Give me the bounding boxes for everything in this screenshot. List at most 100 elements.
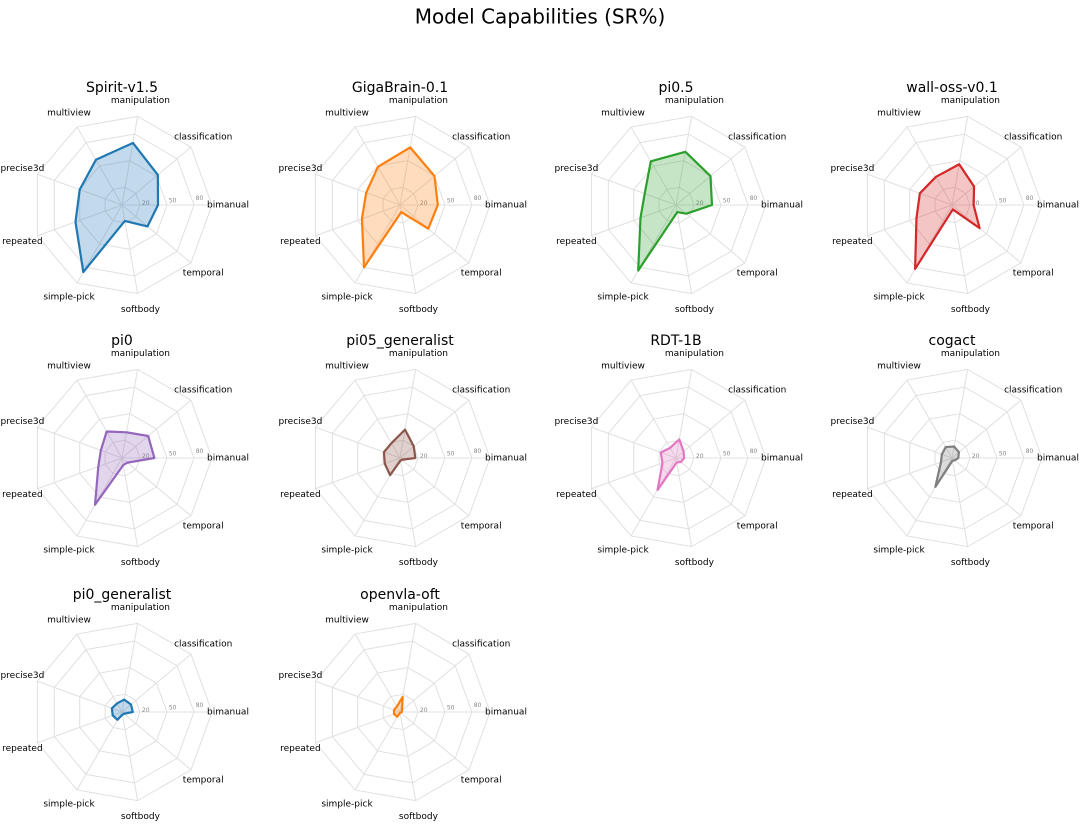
- category-label: precise3d: [0, 671, 44, 681]
- category-label: simple-pick: [873, 545, 925, 555]
- category-label: temporal: [737, 269, 778, 279]
- category-label: repeated: [280, 490, 321, 500]
- spoke: [121, 146, 192, 206]
- category-label: simple-pick: [321, 292, 373, 302]
- outer-frame: [314, 368, 491, 548]
- r-tick-label: 80: [474, 448, 482, 455]
- grid-ring: [934, 439, 971, 477]
- category-label: multiview: [47, 616, 91, 626]
- chart-title: wall-oss-v0.1: [906, 80, 998, 96]
- r-tick-label: 20: [972, 453, 980, 460]
- category-label: bimanual: [485, 454, 527, 464]
- r-tick-label: 80: [196, 702, 204, 709]
- chart-title: pi0: [111, 333, 133, 349]
- r-tick-label: 20: [142, 707, 150, 714]
- spoke: [591, 204, 677, 237]
- spoke: [906, 126, 953, 206]
- spoke: [399, 457, 470, 517]
- r-tick-label: 20: [696, 453, 704, 460]
- grid-ring: [331, 640, 473, 784]
- category-label: temporal: [737, 522, 778, 532]
- spoke: [399, 204, 470, 264]
- spoke: [867, 457, 953, 490]
- radar-chart: bimanual classification manipulation multiv…: [830, 80, 1079, 315]
- outer-frame: [36, 368, 213, 548]
- spoke: [37, 204, 123, 237]
- category-label: multiview: [877, 109, 921, 119]
- spoke: [354, 633, 401, 713]
- radar-area: [392, 695, 404, 718]
- grid-ring: [909, 160, 998, 250]
- category-label: simple-pick: [321, 545, 373, 555]
- category-label: bimanual: [1037, 454, 1079, 464]
- grid-ring: [79, 667, 168, 757]
- radar-chart: bimanual classification manipulation multiv…: [0, 80, 249, 315]
- r-tick-label: 80: [196, 195, 204, 202]
- spoke: [121, 623, 139, 713]
- radar-chart: bimanual classification manipulation multiv…: [554, 333, 803, 568]
- radar-area: [656, 438, 686, 492]
- category-label: softbody: [951, 305, 991, 315]
- category-label: bimanual: [761, 454, 803, 464]
- grid-ring: [357, 667, 446, 757]
- category-label: bimanual: [207, 708, 249, 718]
- spoke: [906, 204, 953, 284]
- spoke: [675, 116, 693, 206]
- chart-title: Spirit-v1.5: [86, 80, 158, 96]
- grid-ring: [357, 160, 446, 250]
- spoke: [37, 426, 123, 459]
- spoke: [675, 204, 693, 294]
- spoke: [121, 711, 139, 801]
- r-tick-label: 20: [696, 200, 704, 207]
- r-tick-label: 80: [1026, 448, 1034, 455]
- category-label: softbody: [121, 812, 161, 822]
- grid-ring: [607, 386, 749, 530]
- category-label: bimanual: [761, 201, 803, 211]
- grid-ring: [104, 439, 141, 477]
- category-label: repeated: [556, 237, 597, 247]
- category-label: temporal: [183, 776, 224, 786]
- category-label: repeated: [2, 744, 43, 754]
- category-label: manipulation: [389, 349, 448, 359]
- category-label: simple-pick: [597, 292, 649, 302]
- category-label: simple-pick: [597, 545, 649, 555]
- radar-area: [110, 698, 134, 721]
- category-label: softbody: [675, 305, 715, 315]
- category-label: simple-pick: [43, 292, 95, 302]
- spoke: [76, 126, 123, 206]
- spoke: [675, 457, 693, 547]
- radar-chart: bimanual classification manipulation multiv…: [0, 587, 249, 822]
- category-label: bimanual: [1037, 201, 1079, 211]
- category-label: temporal: [1013, 522, 1054, 532]
- radar-area: [913, 163, 981, 271]
- category-label: classification: [728, 132, 786, 142]
- category-label: temporal: [461, 776, 502, 786]
- grid-ring: [331, 133, 473, 277]
- grid-ring: [934, 186, 971, 224]
- spoke: [76, 633, 123, 713]
- category-label: manipulation: [941, 96, 1000, 106]
- r-tick-label: 50: [169, 704, 177, 711]
- chart-title: openvla-oft: [360, 587, 440, 603]
- category-label: temporal: [183, 522, 224, 532]
- category-label: softbody: [399, 305, 439, 315]
- spoke: [399, 711, 470, 771]
- category-label: classification: [452, 132, 510, 142]
- spoke: [354, 204, 401, 284]
- spoke: [951, 146, 1022, 206]
- grid-ring: [357, 413, 446, 503]
- spoke: [315, 173, 401, 206]
- spoke: [121, 457, 139, 547]
- r-tick-label: 50: [447, 450, 455, 457]
- grid-ring: [104, 186, 141, 224]
- r-tick-label: 50: [723, 450, 731, 457]
- r-tick-label: 80: [750, 448, 758, 455]
- spoke: [867, 204, 953, 237]
- category-label: manipulation: [665, 96, 724, 106]
- category-label: multiview: [325, 616, 369, 626]
- spoke: [867, 426, 953, 459]
- spoke: [951, 399, 1022, 459]
- category-label: repeated: [2, 237, 43, 247]
- spoke: [315, 204, 401, 237]
- spoke: [867, 173, 953, 206]
